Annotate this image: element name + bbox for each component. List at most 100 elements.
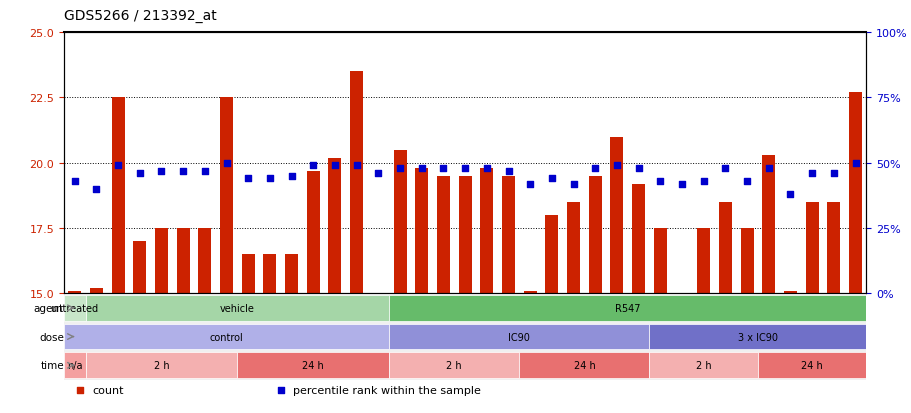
- Bar: [848, 93, 861, 294]
- Bar: [111, 98, 125, 294]
- Text: untreated: untreated: [51, 303, 98, 313]
- Point: [847, 160, 862, 167]
- Bar: [306, 171, 320, 294]
- Point: [696, 178, 711, 185]
- Bar: [394, 150, 406, 294]
- Bar: [649, 353, 757, 378]
- Point: [198, 168, 212, 175]
- Text: agent: agent: [34, 303, 64, 313]
- Point: [630, 165, 645, 172]
- Text: time: time: [40, 361, 64, 370]
- Bar: [436, 176, 449, 294]
- Point: [761, 165, 775, 172]
- Bar: [237, 353, 389, 378]
- Bar: [649, 324, 865, 350]
- Point: [544, 176, 558, 182]
- Bar: [653, 228, 666, 294]
- Point: [825, 171, 840, 177]
- Point: [457, 165, 472, 172]
- Text: n/a: n/a: [67, 361, 82, 370]
- Point: [284, 173, 299, 180]
- Point: [327, 163, 342, 169]
- Bar: [220, 98, 233, 294]
- Bar: [389, 295, 865, 321]
- Point: [609, 163, 623, 169]
- Point: [371, 171, 385, 177]
- Point: [67, 178, 82, 185]
- Bar: [783, 291, 796, 294]
- Bar: [826, 202, 839, 294]
- Bar: [609, 137, 623, 294]
- Text: R547: R547: [614, 303, 640, 313]
- Point: [717, 165, 732, 172]
- Bar: [523, 291, 536, 294]
- Bar: [198, 228, 211, 294]
- Point: [89, 186, 104, 193]
- Point: [393, 165, 407, 172]
- Point: [501, 168, 516, 175]
- Bar: [415, 169, 428, 294]
- Text: 2 h: 2 h: [446, 361, 462, 370]
- Text: 2 h: 2 h: [695, 361, 711, 370]
- Bar: [177, 228, 189, 294]
- Point: [783, 191, 797, 198]
- Point: [414, 165, 428, 172]
- Point: [241, 176, 255, 182]
- Bar: [757, 353, 865, 378]
- Text: vehicle: vehicle: [220, 303, 254, 313]
- Point: [154, 168, 169, 175]
- Bar: [696, 228, 710, 294]
- Point: [652, 178, 667, 185]
- Bar: [155, 228, 168, 294]
- Bar: [64, 324, 389, 350]
- Bar: [762, 156, 774, 294]
- Text: dose: dose: [39, 332, 64, 342]
- Bar: [133, 242, 146, 294]
- Point: [566, 181, 580, 188]
- Point: [349, 163, 363, 169]
- Bar: [567, 202, 579, 294]
- Text: 24 h: 24 h: [302, 361, 323, 370]
- Bar: [545, 216, 558, 294]
- Text: GDS5266 / 213392_at: GDS5266 / 213392_at: [64, 9, 216, 23]
- Text: percentile rank within the sample: percentile rank within the sample: [292, 385, 480, 395]
- Point: [176, 168, 190, 175]
- Bar: [90, 289, 103, 294]
- Bar: [263, 255, 276, 294]
- Point: [479, 165, 494, 172]
- Point: [588, 165, 602, 172]
- Point: [132, 171, 147, 177]
- Point: [306, 163, 321, 169]
- Point: [804, 171, 819, 177]
- Point: [435, 165, 450, 172]
- Bar: [740, 228, 752, 294]
- Bar: [718, 202, 732, 294]
- Bar: [631, 184, 644, 294]
- Bar: [389, 353, 518, 378]
- Bar: [458, 176, 471, 294]
- Bar: [501, 176, 515, 294]
- Text: 24 h: 24 h: [801, 361, 822, 370]
- Point: [262, 176, 277, 182]
- Bar: [350, 72, 363, 294]
- Point: [739, 178, 753, 185]
- Text: count: count: [92, 385, 123, 395]
- Bar: [804, 202, 818, 294]
- Point: [219, 160, 233, 167]
- Text: 3 x IC90: 3 x IC90: [737, 332, 777, 342]
- Bar: [589, 176, 601, 294]
- Bar: [285, 255, 298, 294]
- Point: [522, 181, 537, 188]
- Point: [603, 292, 618, 299]
- Text: 2 h: 2 h: [153, 361, 169, 370]
- Text: 24 h: 24 h: [573, 361, 595, 370]
- Bar: [86, 295, 389, 321]
- Bar: [480, 169, 493, 294]
- Bar: [86, 353, 237, 378]
- Point: [674, 181, 689, 188]
- Bar: [389, 324, 649, 350]
- Bar: [241, 255, 254, 294]
- Bar: [68, 291, 81, 294]
- Point: [110, 163, 125, 169]
- Bar: [518, 353, 649, 378]
